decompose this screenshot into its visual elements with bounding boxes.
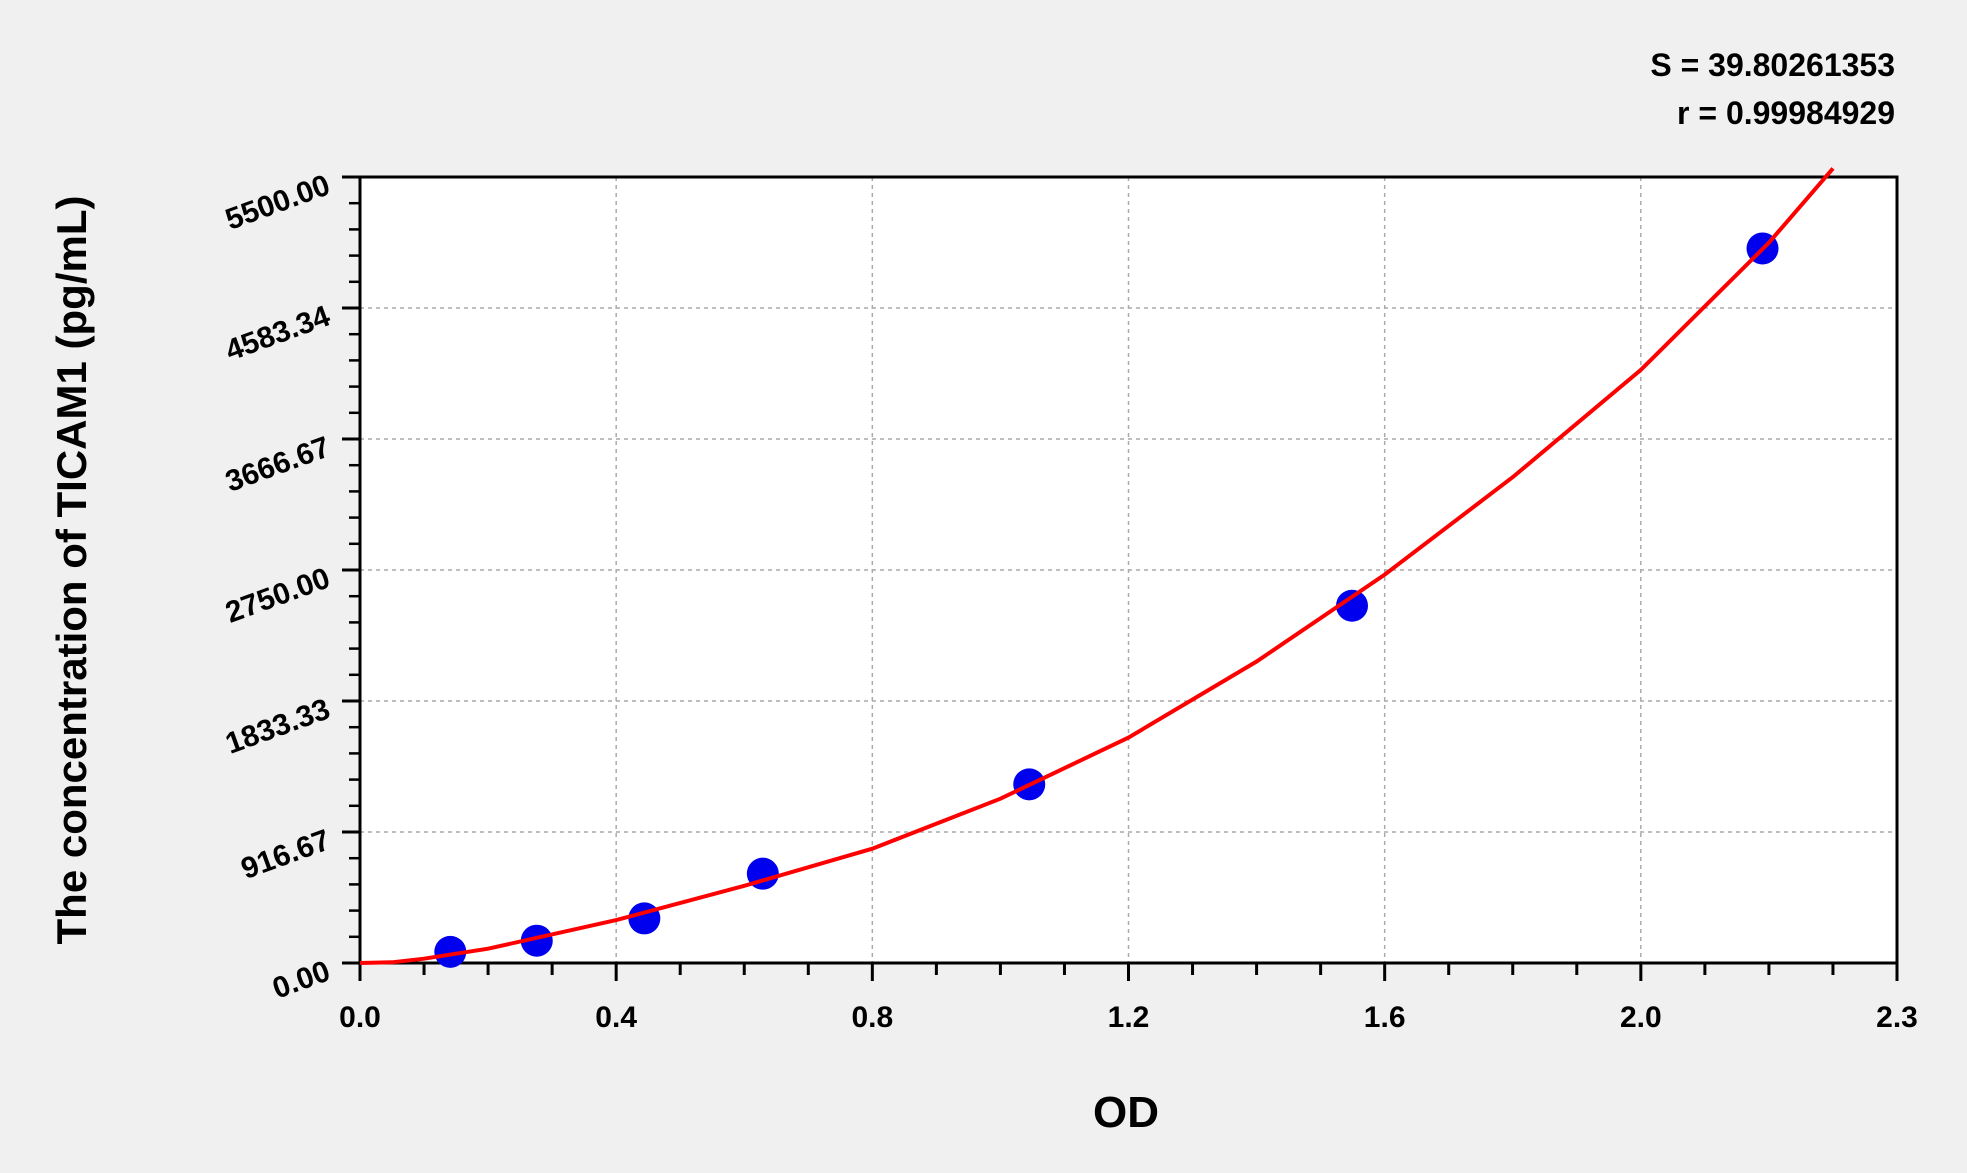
x-tick-label: 0.8	[851, 1001, 893, 1034]
data-point	[628, 902, 661, 935]
axis-ticks	[342, 175, 1899, 981]
x-tick-label: 2.3	[1876, 1001, 1918, 1034]
x-tick-label: 0.4	[595, 1001, 637, 1034]
x-tick-label: 2.0	[1620, 1001, 1662, 1034]
data-point	[520, 924, 553, 957]
x-tick-labels: 0.0 0.4 0.8 1.2 1.6 2.0 2.3	[339, 1001, 1918, 1034]
grid	[360, 177, 1897, 963]
x-tick-label: 0.0	[339, 1001, 381, 1034]
x-tick-label: 1.2	[1108, 1001, 1150, 1034]
fit-curve	[359, 167, 1835, 965]
data-point	[1336, 589, 1369, 622]
y-axis-label: The concentration of TICAM1 (pg/mL)	[48, 196, 95, 945]
data-point	[434, 935, 467, 968]
x-tick-label: 1.6	[1364, 1001, 1406, 1034]
plot-border	[358, 175, 1899, 965]
x-axis-label: OD	[1093, 1088, 1159, 1137]
data-points	[434, 232, 1779, 968]
stat-s: S = 39.80261353	[1650, 47, 1895, 83]
stat-r: r = 0.99984929	[1677, 95, 1895, 131]
